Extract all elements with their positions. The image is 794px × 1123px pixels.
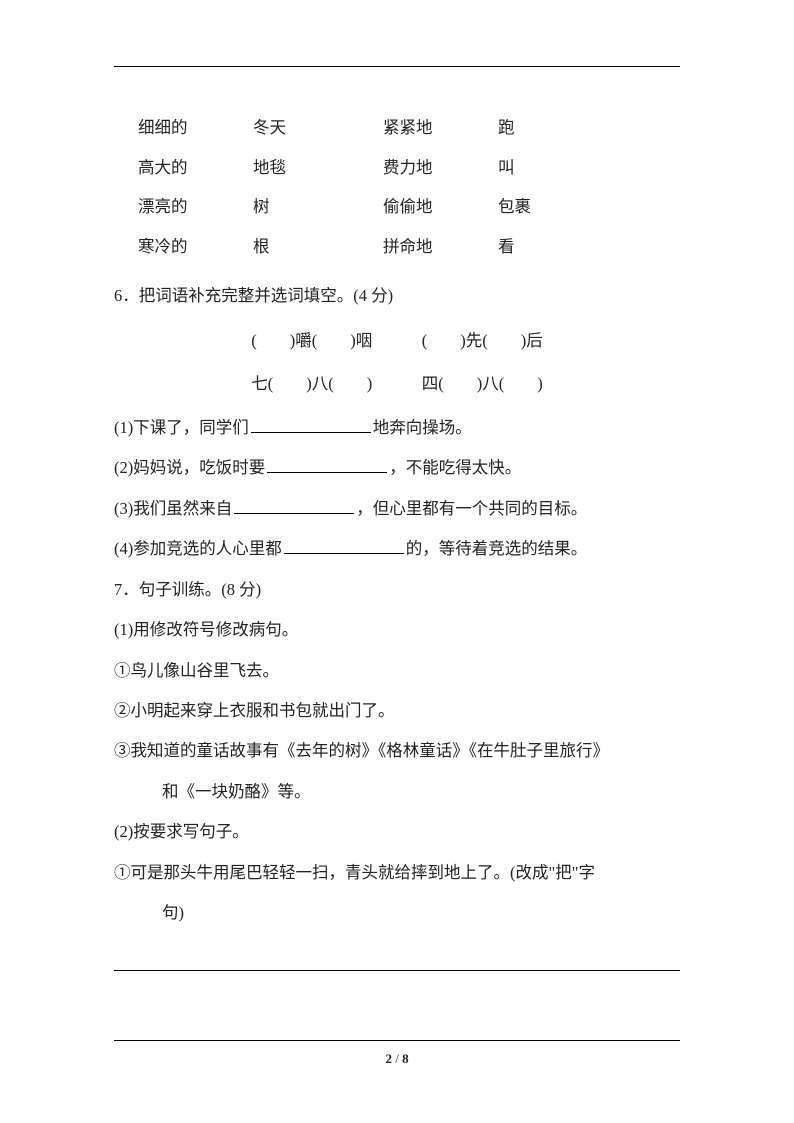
blank-line (234, 497, 354, 514)
word-cell: 寒冷的 (138, 227, 253, 267)
q6-sub3-pre: (3)我们虽然来自 (114, 499, 232, 518)
blank-line (267, 457, 387, 474)
word-pair-table: 细细的 冬天 紧紧地 跑 高大的 地毯 费力地 叫 漂亮的 树 偷偷地 包裹 寒… (138, 108, 680, 266)
q7-title: 7．句子训练。(8 分) (114, 570, 680, 610)
q6-sub2-post: ，不能吃得太快。 (389, 458, 521, 477)
q7-part1: (1)用修改符号修改病句。 (114, 610, 680, 650)
q7-s1: ①鸟儿像山谷里飞去。 (114, 651, 680, 691)
q7-s4a: ①可是那头牛用尾巴轻轻一扫，青头就给摔到地上了。(改成"把"字 (114, 853, 680, 893)
q7-s4b: 句) (162, 893, 680, 933)
word-cell: 细细的 (138, 108, 253, 148)
q6-sub4-pre: (4)参加竞选的人心里都 (114, 539, 282, 558)
q7-s3a: ③我知道的童话故事有《去年的树》《格林童话》《在牛肚子里旅行》 (114, 731, 680, 771)
word-cell: 根 (253, 227, 383, 267)
word-cell: 紧紧地 (383, 108, 498, 148)
word-cell: 高大的 (138, 148, 253, 188)
word-cell: 叫 (498, 148, 558, 188)
word-cell: 地毯 (253, 148, 383, 188)
q6-fill-row2: 七( )八( ) 四( )八( ) (251, 364, 542, 404)
answer-blank-line (114, 941, 680, 971)
blank-line (284, 538, 404, 555)
word-cell: 树 (253, 187, 383, 227)
blank-line (251, 416, 371, 433)
q6-sub1: (1)下课了，同学们 地奔向操场。 (114, 408, 680, 448)
q7-s3b: 和《一块奶酪》等。 (162, 772, 680, 812)
q6-sub1-post: 地奔向操场。 (373, 418, 472, 437)
q6-sub3-post: ，但心里都有一个共同的目标。 (356, 499, 587, 518)
word-cell: 跑 (498, 108, 558, 148)
q6-sub3: (3)我们虽然来自 ，但心里都有一个共同的目标。 (114, 489, 680, 529)
q6-title: 6．把词语补充完整并选词填空。(4 分) (114, 276, 680, 316)
word-row: 高大的 地毯 费力地 叫 (138, 148, 680, 188)
q7-s2: ②小明起来穿上衣服和书包就出门了。 (114, 691, 680, 731)
word-row: 细细的 冬天 紧紧地 跑 (138, 108, 680, 148)
q7-part2: (2)按要求写句子。 (114, 812, 680, 852)
word-cell: 冬天 (253, 108, 383, 148)
q6-sub2: (2)妈妈说，吃饭时要 ，不能吃得太快。 (114, 448, 680, 488)
word-cell: 拼命地 (383, 227, 498, 267)
page-number: 2 / 8 (0, 1051, 794, 1067)
word-row: 漂亮的 树 偷偷地 包裹 (138, 187, 680, 227)
page-content: 细细的 冬天 紧紧地 跑 高大的 地毯 费力地 叫 漂亮的 树 偷偷地 包裹 寒… (114, 66, 680, 971)
q6-sub4: (4)参加竞选的人心里都 的，等待着竞选的结果。 (114, 529, 680, 569)
word-cell: 偷偷地 (383, 187, 498, 227)
top-border-line (114, 66, 680, 67)
word-row: 寒冷的 根 拼命地 看 (138, 227, 680, 267)
word-cell: 漂亮的 (138, 187, 253, 227)
word-cell: 费力地 (383, 148, 498, 188)
word-cell: 看 (498, 227, 558, 267)
q6-sub1-pre: (1)下课了，同学们 (114, 418, 249, 437)
q6-sub4-post: 的，等待着竞选的结果。 (406, 539, 588, 558)
page-current: 2 (385, 1051, 392, 1066)
q6-sub2-pre: (2)妈妈说，吃饭时要 (114, 458, 265, 477)
word-cell: 包裹 (498, 187, 558, 227)
bottom-border-line (114, 1040, 680, 1041)
page-total: 8 (402, 1051, 409, 1066)
q6-fill-row1: ( )嚼( )咽 ( )先( )后 (251, 321, 542, 361)
